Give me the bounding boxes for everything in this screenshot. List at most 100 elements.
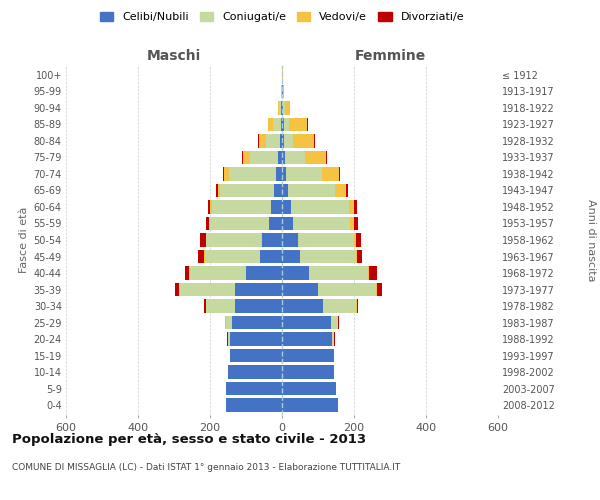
Bar xyxy=(217,184,218,197)
Bar xyxy=(335,184,346,197)
Bar xyxy=(350,216,354,230)
Bar xyxy=(175,283,179,296)
Bar xyxy=(243,150,250,164)
Bar xyxy=(376,283,377,296)
Bar xyxy=(282,118,284,131)
Bar xyxy=(354,233,356,247)
Bar xyxy=(338,316,339,330)
Bar xyxy=(211,200,212,214)
Bar xyxy=(284,134,293,147)
Bar xyxy=(332,332,334,346)
Bar xyxy=(266,134,280,147)
Bar xyxy=(280,134,282,147)
Bar xyxy=(291,200,349,214)
Bar xyxy=(282,366,334,379)
Bar xyxy=(282,84,283,98)
Bar xyxy=(282,250,300,264)
Bar xyxy=(235,283,282,296)
Bar xyxy=(338,167,340,180)
Bar xyxy=(260,250,282,264)
Bar xyxy=(230,332,282,346)
Bar xyxy=(269,216,282,230)
Bar xyxy=(282,216,293,230)
Bar xyxy=(224,167,229,180)
Text: Anni di nascita: Anni di nascita xyxy=(586,198,596,281)
Bar xyxy=(242,150,243,164)
Bar xyxy=(235,300,282,313)
Bar xyxy=(282,283,318,296)
Bar xyxy=(293,216,350,230)
Bar xyxy=(199,250,204,264)
Text: Popolazione per età, sesso e stato civile - 2013: Popolazione per età, sesso e stato civil… xyxy=(12,432,366,446)
Bar xyxy=(282,332,332,346)
Bar xyxy=(190,266,246,280)
Bar xyxy=(204,250,205,264)
Bar xyxy=(307,118,308,131)
Bar xyxy=(282,349,334,362)
Bar xyxy=(218,184,220,197)
Bar xyxy=(212,200,271,214)
Y-axis label: Fasce di età: Fasce di età xyxy=(19,207,29,273)
Bar xyxy=(274,118,281,131)
Bar xyxy=(354,216,358,230)
Bar xyxy=(204,300,206,313)
Bar xyxy=(346,184,348,197)
Bar xyxy=(377,283,382,296)
Bar xyxy=(354,200,357,214)
Bar xyxy=(268,118,274,131)
Bar xyxy=(226,382,282,396)
Bar xyxy=(318,283,376,296)
Bar xyxy=(185,266,190,280)
Bar xyxy=(206,216,209,230)
Bar xyxy=(285,150,305,164)
Bar xyxy=(300,250,356,264)
Bar xyxy=(282,316,331,330)
Bar xyxy=(271,200,282,214)
Bar xyxy=(282,167,286,180)
Bar xyxy=(225,316,226,330)
Text: Maschi: Maschi xyxy=(147,48,201,62)
Text: COMUNE DI MISSAGLIA (LC) - Dati ISTAT 1° gennaio 2013 - Elaborazione TUTTITALIA.: COMUNE DI MISSAGLIA (LC) - Dati ISTAT 1°… xyxy=(12,462,400,471)
Bar xyxy=(250,150,278,164)
Bar xyxy=(309,266,368,280)
Bar xyxy=(357,250,362,264)
Bar xyxy=(282,233,298,247)
Bar xyxy=(274,184,282,197)
Bar xyxy=(282,266,309,280)
Bar xyxy=(229,167,275,180)
Bar xyxy=(206,233,262,247)
Bar xyxy=(370,266,377,280)
Bar xyxy=(282,101,283,114)
Bar xyxy=(210,216,269,230)
Bar xyxy=(220,184,274,197)
Bar xyxy=(305,150,326,164)
Bar xyxy=(286,167,322,180)
Bar xyxy=(205,250,260,264)
Bar xyxy=(284,118,289,131)
Bar xyxy=(322,167,338,180)
Bar xyxy=(262,233,282,247)
Bar xyxy=(226,398,282,412)
Bar xyxy=(282,398,338,412)
Bar xyxy=(258,134,259,147)
Bar xyxy=(282,382,336,396)
Bar xyxy=(208,200,211,214)
Bar xyxy=(289,184,335,197)
Bar xyxy=(283,101,285,114)
Bar xyxy=(326,150,327,164)
Bar xyxy=(278,150,282,164)
Bar xyxy=(356,300,358,313)
Text: Femmine: Femmine xyxy=(355,48,425,62)
Bar xyxy=(281,118,282,131)
Bar xyxy=(232,316,282,330)
Bar xyxy=(278,101,280,114)
Bar xyxy=(282,184,289,197)
Bar xyxy=(282,300,323,313)
Bar xyxy=(259,134,266,147)
Bar xyxy=(281,101,282,114)
Bar xyxy=(200,233,206,247)
Bar xyxy=(280,101,281,114)
Bar xyxy=(282,200,291,214)
Bar xyxy=(282,134,284,147)
Bar xyxy=(226,316,232,330)
